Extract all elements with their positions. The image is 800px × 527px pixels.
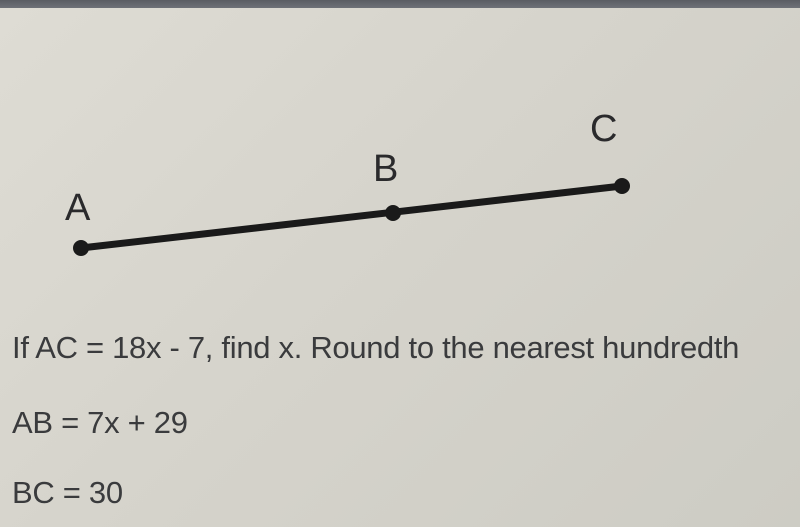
segment-ac bbox=[81, 186, 622, 248]
question-prompt: If AC = 18x - 7, find x. Round to the ne… bbox=[12, 330, 739, 366]
geometry-diagram: A B C bbox=[0, 8, 800, 288]
point-c-dot bbox=[614, 178, 630, 194]
given-bc: BC = 30 bbox=[12, 475, 123, 511]
point-b-label: B bbox=[373, 148, 398, 191]
point-c-label: C bbox=[590, 108, 617, 151]
point-a-label: A bbox=[65, 187, 90, 230]
window-top-bar bbox=[0, 0, 800, 8]
given-ab: AB = 7x + 29 bbox=[12, 405, 188, 441]
point-b-dot bbox=[385, 205, 401, 221]
line-segment-svg bbox=[0, 8, 800, 298]
point-a-dot bbox=[73, 240, 89, 256]
